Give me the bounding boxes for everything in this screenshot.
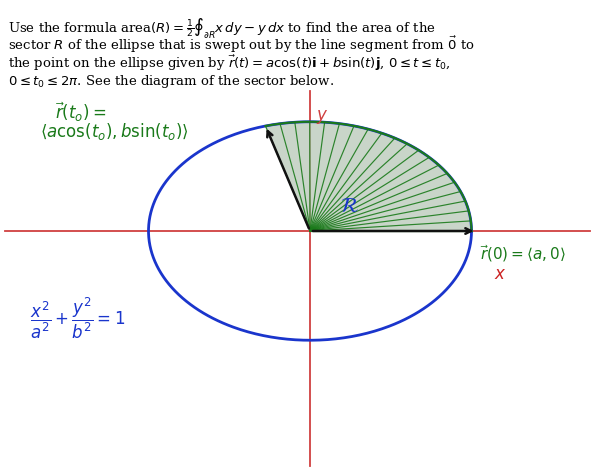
Text: the point on the ellipse given by $\vec{r}(t) = a\cos(t)\mathbf{i} + b\sin(t)\ma: the point on the ellipse given by $\vec{… (8, 54, 451, 73)
Text: $0 \leq t_0 \leq 2\pi$. See the diagram of the sector below.: $0 \leq t_0 \leq 2\pi$. See the diagram … (8, 73, 334, 90)
Text: $y$: $y$ (316, 108, 328, 126)
Text: $\dfrac{x^2}{a^2} + \dfrac{y^2}{b^2} = 1$: $\dfrac{x^2}{a^2} + \dfrac{y^2}{b^2} = 1… (30, 296, 125, 341)
Text: sector $R$ of the ellipse that is swept out by the line segment from $\vec{0}$ t: sector $R$ of the ellipse that is swept … (8, 35, 475, 56)
Polygon shape (266, 122, 472, 231)
Text: $\langle a\cos(t_o), b\sin(t_o)\rangle$: $\langle a\cos(t_o), b\sin(t_o)\rangle$ (40, 121, 189, 142)
Text: $\vec{r}(0) = \langle a, 0\rangle$: $\vec{r}(0) = \langle a, 0\rangle$ (479, 243, 565, 264)
Text: $\vec{r}(t_o) =$: $\vec{r}(t_o) =$ (55, 101, 106, 124)
Text: $\mathcal{R}$: $\mathcal{R}$ (340, 196, 359, 216)
Text: Use the formula area$(R) = \frac{1}{2}\oint_{\partial R} x\,dy - y\,dx$ to find : Use the formula area$(R) = \frac{1}{2}\o… (8, 16, 436, 41)
Text: $x$: $x$ (494, 266, 506, 283)
